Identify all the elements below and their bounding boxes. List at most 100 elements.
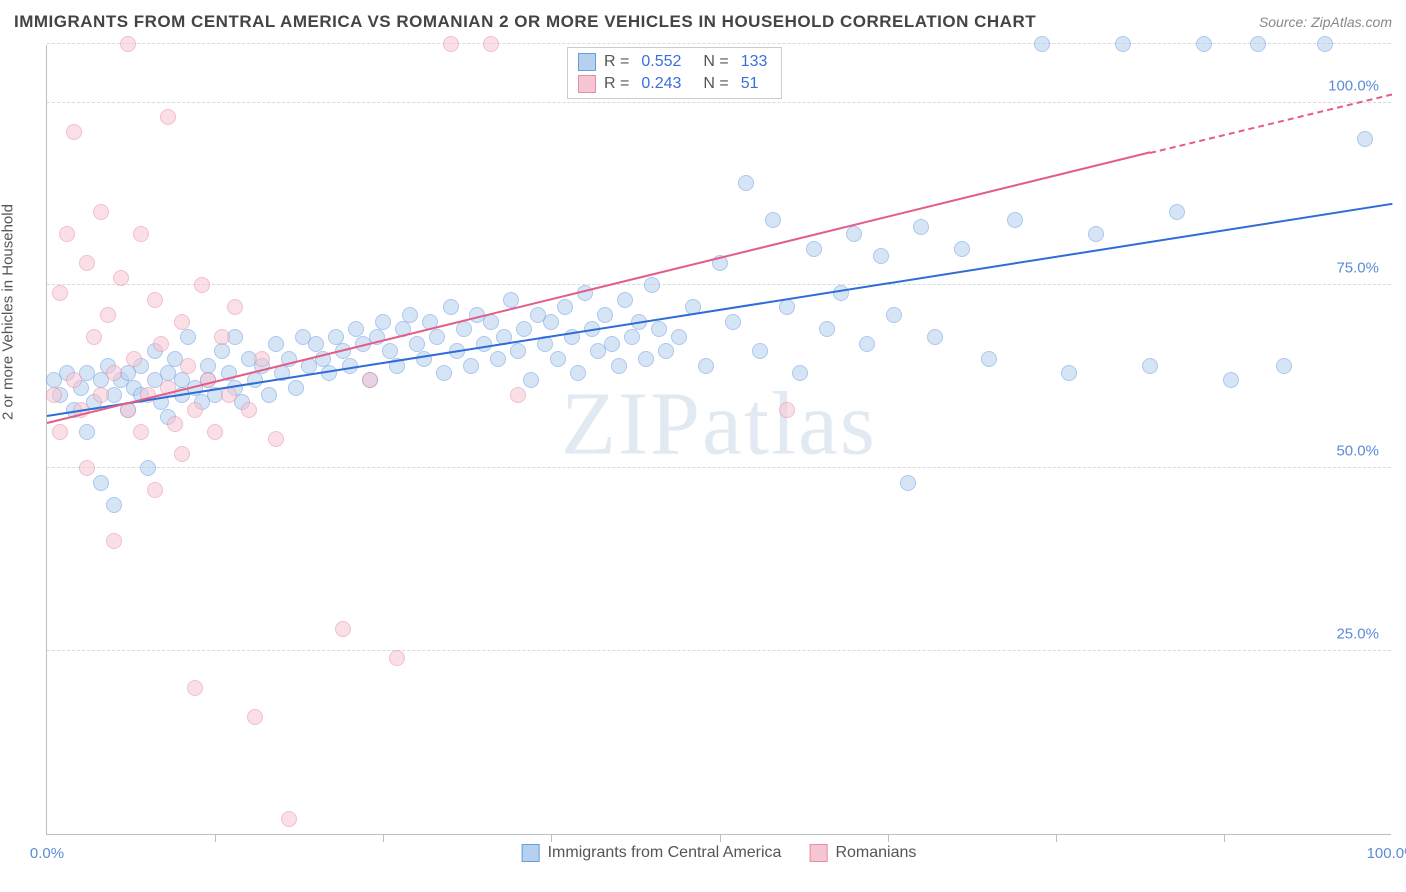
data-point-romanians bbox=[93, 387, 109, 403]
y-tick-label: 100.0% bbox=[1328, 77, 1379, 94]
data-point-central_america bbox=[180, 329, 196, 345]
data-point-romanians bbox=[113, 270, 129, 286]
series-legend: Immigrants from Central America Romanians bbox=[522, 844, 917, 862]
data-point-central_america bbox=[200, 358, 216, 374]
data-point-central_america bbox=[698, 358, 714, 374]
data-point-central_america bbox=[261, 387, 277, 403]
data-point-central_america bbox=[93, 475, 109, 491]
data-point-central_america bbox=[436, 365, 452, 381]
legend-swatch bbox=[578, 53, 596, 71]
x-tick bbox=[888, 834, 889, 842]
data-point-central_america bbox=[1007, 212, 1023, 228]
stat-r-value: 0.552 bbox=[637, 51, 685, 73]
x-tick bbox=[215, 834, 216, 842]
data-point-central_america bbox=[476, 336, 492, 352]
source-attribution: Source: ZipAtlas.com bbox=[1259, 14, 1392, 30]
data-point-central_america bbox=[1142, 358, 1158, 374]
data-point-romanians bbox=[268, 431, 284, 447]
data-point-central_america bbox=[913, 219, 929, 235]
data-point-romanians bbox=[180, 358, 196, 374]
stats-row-romanians: R = 0.243N = 51 bbox=[578, 73, 771, 95]
data-point-central_america bbox=[79, 424, 95, 440]
legend-label: Immigrants from Central America bbox=[548, 844, 782, 862]
data-point-central_america bbox=[644, 277, 660, 293]
data-point-central_america bbox=[927, 329, 943, 345]
data-point-romanians bbox=[221, 387, 237, 403]
data-point-central_america bbox=[611, 358, 627, 374]
data-point-central_america bbox=[846, 226, 862, 242]
data-point-romanians bbox=[106, 533, 122, 549]
data-point-romanians bbox=[167, 416, 183, 432]
data-point-central_america bbox=[617, 292, 633, 308]
data-point-central_america bbox=[456, 321, 472, 337]
data-point-romanians bbox=[79, 255, 95, 271]
data-point-central_america bbox=[873, 248, 889, 264]
watermark-bold: ZIP bbox=[561, 374, 702, 473]
data-point-romanians bbox=[79, 460, 95, 476]
data-point-central_america bbox=[981, 351, 997, 367]
data-point-romanians bbox=[100, 307, 116, 323]
data-point-romanians bbox=[247, 709, 263, 725]
y-tick-label: 50.0% bbox=[1336, 443, 1379, 460]
data-point-romanians bbox=[133, 226, 149, 242]
data-point-central_america bbox=[819, 321, 835, 337]
stats-row-central_america: R = 0.552N = 133 bbox=[578, 51, 771, 73]
data-point-central_america bbox=[638, 351, 654, 367]
data-point-romanians bbox=[207, 424, 223, 440]
data-point-central_america bbox=[106, 497, 122, 513]
data-point-romanians bbox=[93, 204, 109, 220]
data-point-central_america bbox=[557, 299, 573, 315]
data-point-central_america bbox=[597, 307, 613, 323]
data-point-central_america bbox=[1317, 36, 1333, 52]
data-point-central_america bbox=[523, 372, 539, 388]
data-point-romanians bbox=[59, 226, 75, 242]
source-link[interactable]: ZipAtlas.com bbox=[1311, 14, 1392, 30]
data-point-central_america bbox=[1061, 365, 1077, 381]
data-point-central_america bbox=[1115, 36, 1131, 52]
title-bar: IMMIGRANTS FROM CENTRAL AMERICA VS ROMAN… bbox=[14, 12, 1392, 32]
data-point-central_america bbox=[348, 321, 364, 337]
data-point-central_america bbox=[516, 321, 532, 337]
data-point-central_america bbox=[382, 343, 398, 359]
data-point-romanians bbox=[510, 387, 526, 403]
chart-title: IMMIGRANTS FROM CENTRAL AMERICA VS ROMAN… bbox=[14, 12, 1036, 32]
data-point-central_america bbox=[1250, 36, 1266, 52]
legend-item-romanians: Romanians bbox=[809, 844, 916, 862]
data-point-romanians bbox=[120, 36, 136, 52]
data-point-romanians bbox=[126, 351, 142, 367]
legend-swatch bbox=[522, 844, 540, 862]
data-point-central_america bbox=[624, 329, 640, 345]
data-point-romanians bbox=[187, 680, 203, 696]
data-point-central_america bbox=[409, 336, 425, 352]
data-point-romanians bbox=[66, 124, 82, 140]
data-point-central_america bbox=[510, 343, 526, 359]
data-point-central_america bbox=[550, 351, 566, 367]
data-point-central_america bbox=[328, 329, 344, 345]
x-tick bbox=[720, 834, 721, 842]
stat-r-prefix: R = bbox=[604, 51, 629, 73]
data-point-romanians bbox=[147, 292, 163, 308]
data-point-central_america bbox=[429, 329, 445, 345]
data-point-romanians bbox=[483, 36, 499, 52]
data-point-central_america bbox=[416, 351, 432, 367]
data-point-central_america bbox=[140, 460, 156, 476]
data-point-romanians bbox=[147, 482, 163, 498]
data-point-central_america bbox=[490, 351, 506, 367]
data-point-central_america bbox=[1276, 358, 1292, 374]
data-point-romanians bbox=[389, 650, 405, 666]
data-point-romanians bbox=[241, 402, 257, 418]
legend-swatch bbox=[578, 75, 596, 93]
legend-swatch bbox=[809, 844, 827, 862]
data-point-central_america bbox=[570, 365, 586, 381]
data-point-central_america bbox=[375, 314, 391, 330]
stats-legend: R = 0.552N = 133R = 0.243N = 51 bbox=[567, 47, 782, 99]
data-point-central_america bbox=[725, 314, 741, 330]
data-point-romanians bbox=[106, 365, 122, 381]
data-point-central_america bbox=[463, 358, 479, 374]
x-tick bbox=[1224, 834, 1225, 842]
data-point-central_america bbox=[779, 299, 795, 315]
data-point-romanians bbox=[194, 277, 210, 293]
data-point-romanians bbox=[187, 402, 203, 418]
x-tick bbox=[383, 834, 384, 842]
data-point-central_america bbox=[738, 175, 754, 191]
